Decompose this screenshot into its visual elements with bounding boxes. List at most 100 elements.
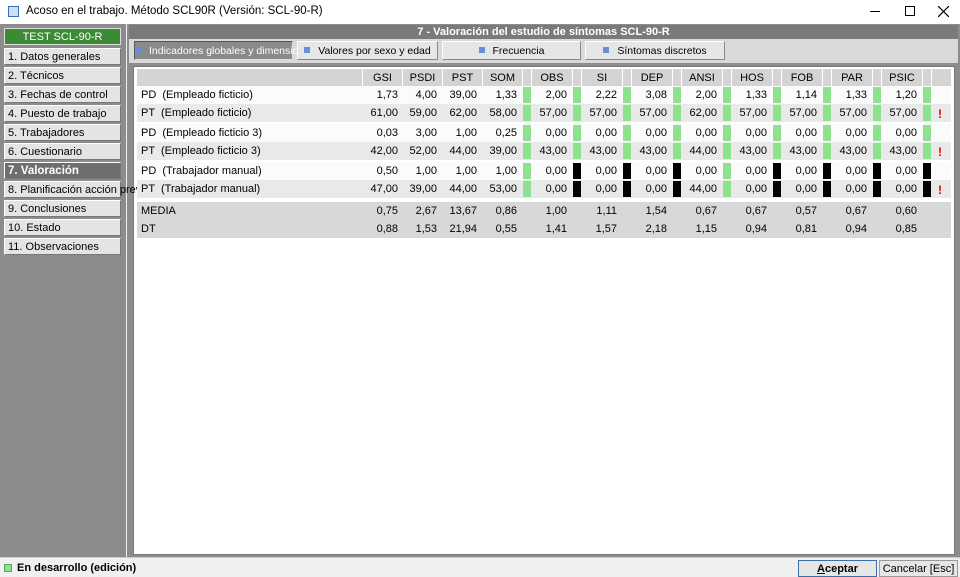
- cell-value: 43,00: [589, 145, 617, 157]
- sidebar-item[interactable]: 3. Fechas de control: [4, 86, 121, 103]
- cell-value: 43,00: [739, 145, 767, 157]
- cell-value: 2,67: [415, 205, 437, 217]
- status-indicator: [823, 87, 831, 103]
- status-indicator: [923, 105, 931, 121]
- status-text: En desarrollo (edición): [17, 562, 137, 574]
- status-indicator: [573, 143, 581, 159]
- cell-value: 1,41: [545, 223, 567, 235]
- tab-bullet: [478, 47, 485, 53]
- tab-label: Indicadores globales y dimensiones: [149, 45, 316, 57]
- cell-value: 1,00: [415, 165, 437, 177]
- sidebar-header: TEST SCL-90-R: [4, 28, 121, 45]
- cell-value: 1,33: [495, 89, 517, 101]
- status-indicator: [773, 143, 781, 159]
- table-row: [137, 162, 951, 180]
- cell-value: 2,18: [645, 223, 667, 235]
- cell-value: 1,00: [455, 127, 477, 139]
- cell-value: 0,85: [895, 223, 917, 235]
- cell-value: 0,50: [376, 165, 398, 177]
- cell-value: 57,00: [839, 107, 867, 119]
- status-indicator: [823, 105, 831, 121]
- sidebar-item[interactable]: 11. Observaciones: [4, 238, 121, 255]
- column-header: GSI: [362, 69, 402, 86]
- close-button[interactable]: [938, 6, 949, 17]
- cell-value: 0,67: [745, 205, 767, 217]
- accept-button[interactable]: Aceptar: [798, 560, 877, 577]
- minimize-button[interactable]: [870, 11, 880, 12]
- sidebar-item[interactable]: 4. Puesto de trabajo: [4, 105, 121, 122]
- cell-value: 39,00: [489, 145, 517, 157]
- status-indicator: [923, 125, 931, 141]
- alert-icon: !: [938, 183, 942, 197]
- cell-value: 0,00: [845, 127, 867, 139]
- cell-value: 43,00: [789, 145, 817, 157]
- column-header-blank: [772, 69, 781, 86]
- status-indicator: [873, 163, 881, 179]
- maximize-button[interactable]: [905, 6, 915, 16]
- status-indicator: [573, 87, 581, 103]
- cell-value: 62,00: [449, 107, 477, 119]
- column-header-blank: [922, 69, 931, 86]
- tab-bullet: [135, 47, 141, 53]
- cell-value: 53,00: [489, 183, 517, 195]
- cell-value: 0,00: [745, 165, 767, 177]
- column-header: SOM: [482, 69, 522, 86]
- cell-value: 1,53: [415, 223, 437, 235]
- cell-value: 0,00: [545, 183, 567, 195]
- status-indicator: [623, 105, 631, 121]
- table-row: [137, 180, 951, 198]
- window-title: Acoso en el trabajo. Método SCL90R (Vers…: [26, 5, 323, 17]
- tab[interactable]: Indicadores globales y dimensiones: [134, 41, 315, 60]
- sidebar-item[interactable]: 7. Valoración: [4, 162, 121, 179]
- cell-value: 0,00: [595, 183, 617, 195]
- cell-value: 2,00: [545, 89, 567, 101]
- status-indicator: [773, 87, 781, 103]
- cell-value: 0,00: [895, 127, 917, 139]
- status-indicator: [723, 87, 731, 103]
- status-indicator: [673, 143, 681, 159]
- table-row: [137, 142, 951, 160]
- sidebar-item[interactable]: 2. Técnicos: [4, 67, 121, 84]
- status-indicator: [773, 163, 781, 179]
- cell-value: 0,67: [695, 205, 717, 217]
- column-header: PST: [442, 69, 482, 86]
- tab-label: Valores por sexo y edad: [318, 45, 431, 57]
- status-indicator: [573, 125, 581, 141]
- table-row: [137, 124, 951, 142]
- status-indicator: [873, 105, 881, 121]
- status-indicator: [923, 87, 931, 103]
- column-header: ANSI: [681, 69, 722, 86]
- cell-value: 0,00: [795, 183, 817, 195]
- cell-value: 0,00: [895, 183, 917, 195]
- status-indicator: [573, 105, 581, 121]
- column-header: PSDI: [402, 69, 442, 86]
- cell-value: 21,94: [449, 223, 477, 235]
- status-indicator: [723, 163, 731, 179]
- sidebar-item[interactable]: 8. Planificación acción prev.: [4, 181, 144, 198]
- row-label: MEDIA: [141, 205, 176, 217]
- column-header-blank: [522, 69, 531, 86]
- sidebar-item[interactable]: 10. Estado: [4, 219, 121, 236]
- tab[interactable]: Frecuencia: [442, 41, 581, 60]
- row-label: DT: [141, 223, 156, 235]
- cancel-button[interactable]: Cancelar [Esc]: [879, 560, 958, 577]
- cell-value: 0,00: [845, 183, 867, 195]
- sidebar-item[interactable]: 6. Cuestionario: [4, 143, 121, 160]
- sidebar-item[interactable]: 1. Datos generales: [4, 48, 121, 65]
- cell-value: 0,00: [595, 165, 617, 177]
- row-label: PD (Trabajador manual): [141, 165, 262, 177]
- tab[interactable]: Síntomas discretos: [585, 41, 725, 60]
- cell-value: 0,00: [645, 127, 667, 139]
- sidebar-item[interactable]: 9. Conclusiones: [4, 200, 121, 217]
- cell-value: 0,00: [745, 183, 767, 195]
- cell-value: 1,57: [595, 223, 617, 235]
- column-header: FOB: [781, 69, 822, 86]
- cell-value: 0,00: [695, 165, 717, 177]
- cell-value: 1,00: [545, 205, 567, 217]
- app-icon: [8, 6, 19, 17]
- status-indicator: [873, 125, 881, 141]
- tab[interactable]: Valores por sexo y edad: [297, 41, 438, 60]
- sidebar-item[interactable]: 5. Trabajadores: [4, 124, 121, 141]
- cell-value: 1,20: [895, 89, 917, 101]
- cell-value: 0,00: [595, 127, 617, 139]
